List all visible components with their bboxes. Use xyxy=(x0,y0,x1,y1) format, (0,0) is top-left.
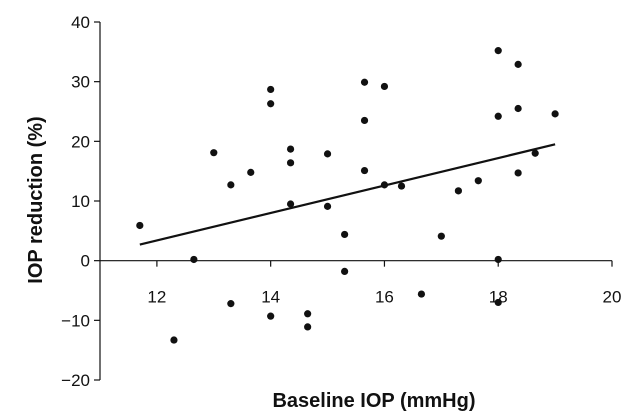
data-point xyxy=(286,159,295,167)
data-point xyxy=(286,145,295,153)
data-point xyxy=(551,110,559,118)
x-tick-label: 16 xyxy=(375,288,394,307)
y-axis-ticks: −20 −10 0 10 20 30 40 xyxy=(61,13,100,390)
data-point xyxy=(380,82,389,91)
trend-line xyxy=(139,143,556,246)
data-point xyxy=(170,336,178,344)
data-point xyxy=(267,100,275,108)
data-point xyxy=(247,168,255,176)
x-tick-label: 12 xyxy=(147,288,166,307)
data-point xyxy=(360,78,369,86)
data-point xyxy=(494,112,502,120)
data-point xyxy=(360,116,369,125)
y-tick-label: 30 xyxy=(71,73,90,92)
data-point xyxy=(531,149,539,157)
data-point xyxy=(360,166,369,175)
data-point xyxy=(380,181,389,189)
plot-area xyxy=(136,47,559,344)
x-axis-title: Baseline IOP (mmHg) xyxy=(272,390,475,412)
data-point xyxy=(190,255,198,264)
y-tick-label: 20 xyxy=(71,132,90,151)
data-point xyxy=(304,323,312,331)
y-tick-label: 40 xyxy=(71,13,90,32)
data-point xyxy=(514,60,522,68)
data-point xyxy=(514,169,522,177)
data-point xyxy=(417,290,426,298)
data-point xyxy=(286,200,295,208)
data-point xyxy=(341,267,349,276)
data-point xyxy=(210,149,218,157)
data-point xyxy=(267,85,275,94)
data-point xyxy=(136,221,144,230)
data-point xyxy=(227,181,235,189)
data-point xyxy=(494,298,502,307)
y-axis-title: IOP reduction (%) xyxy=(25,116,47,283)
data-point xyxy=(323,202,332,210)
data-point xyxy=(341,230,349,239)
y-tick-label: 0 xyxy=(81,252,90,271)
data-point xyxy=(494,255,502,264)
data-point xyxy=(514,104,522,113)
data-point xyxy=(267,312,275,320)
data-point xyxy=(304,310,312,318)
x-tick-label: 18 xyxy=(489,288,508,307)
x-tick-label: 20 xyxy=(603,288,622,307)
data-point xyxy=(454,187,462,195)
data-point xyxy=(437,232,445,240)
y-tick-label: 10 xyxy=(71,192,90,211)
data-point xyxy=(227,300,235,308)
data-point xyxy=(397,182,406,190)
data-point xyxy=(474,177,482,185)
y-tick-label: −10 xyxy=(61,311,90,330)
data-point xyxy=(494,47,502,55)
data-point xyxy=(323,150,332,158)
y-tick-label: −20 xyxy=(61,371,90,390)
x-tick-label: 14 xyxy=(261,288,280,307)
x-axis-ticks: 12 14 16 18 20 xyxy=(147,260,622,307)
